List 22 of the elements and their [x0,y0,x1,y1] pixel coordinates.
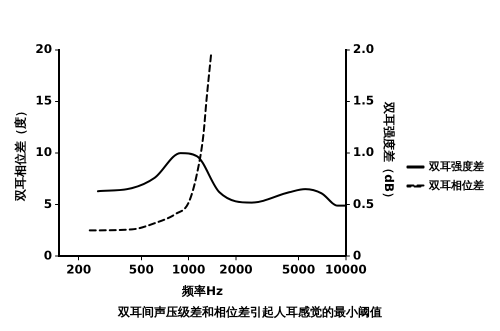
x-tick-label: 1000 [172,262,206,277]
legend-label: 双耳强度差 [428,160,484,173]
y-tick-label: 5 [44,196,52,211]
x-tick-label: 10000 [324,262,367,277]
y-tick-label: 15 [35,94,52,108]
y2-tick-label: 1.5 [352,94,374,108]
x-tick-label: 200 [66,262,92,277]
y2-axis-title: 双耳强度差（dB） [382,101,396,204]
legend-label: 双耳相位差 [428,178,484,192]
y-tick-label: 20 [35,42,52,56]
y2-tick-label: 0 [352,248,362,262]
x-axis-title: 频率Hz [180,284,223,298]
x-tick-label: 5000 [282,262,316,277]
text: 双耳间声压级差和相位差引起人耳感觉的最小阈值 [117,305,382,319]
y-axis-title: 双耳相位差（度） [13,105,28,202]
x-tick-label: 500 [128,262,154,277]
y2-tick-label: 2.0 [352,42,374,56]
x-tick-label: 2000 [219,262,253,277]
y2-tick-label: 0.5 [352,196,374,211]
y-tick-label: 0 [44,248,52,262]
y-tick-label: 10 [35,145,52,160]
y2-tick-label: 1.0 [352,145,374,160]
